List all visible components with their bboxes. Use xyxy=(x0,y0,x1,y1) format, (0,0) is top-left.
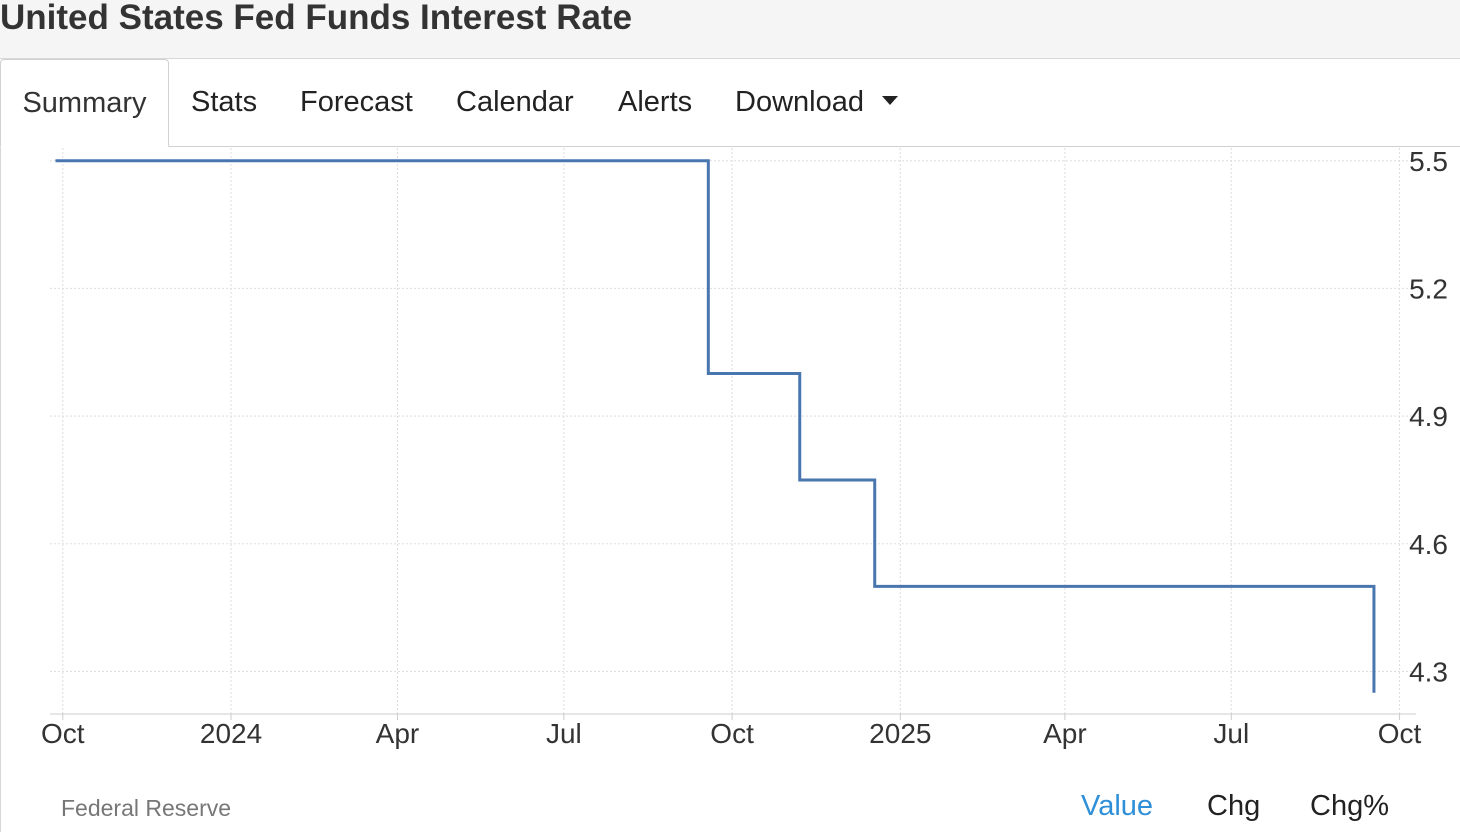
x-tick-label: Apr xyxy=(376,718,420,749)
x-tick-label: Apr xyxy=(1043,718,1087,749)
y-tick-label: 5.2 xyxy=(1409,273,1448,304)
tab-calendar[interactable]: Calendar xyxy=(456,86,574,118)
x-tick-label: Jul xyxy=(1213,718,1249,749)
tab-download[interactable]: Download xyxy=(735,59,898,146)
x-tick-label: 2025 xyxy=(869,718,931,749)
metric-value-toggle[interactable]: Value xyxy=(1081,790,1154,822)
tab-forecast[interactable]: Forecast xyxy=(300,86,413,118)
rate-chart: Oct 2024 Apr Jul Oct 2025 Apr Jul Oct 4.3 4.6 4.9 5.… xyxy=(41,146,1448,749)
metric-chg-pct-toggle[interactable]: Chg% xyxy=(1310,790,1389,822)
tab-download-label: Download xyxy=(735,86,864,118)
chart-panel xyxy=(0,147,1459,832)
tab-stats[interactable]: Stats xyxy=(191,86,258,118)
series-line xyxy=(55,159,1376,693)
page-title: United States Fed Funds Interest Rate xyxy=(0,0,633,37)
x-tick-label: Oct xyxy=(710,718,754,749)
tab-summary[interactable]: Summary xyxy=(0,59,169,147)
metric-chg-toggle[interactable]: Chg xyxy=(1207,790,1261,822)
x-tick-label: Oct xyxy=(41,718,85,749)
x-tick-label: 2024 xyxy=(200,718,262,749)
y-tick-label: 5.5 xyxy=(1409,146,1448,177)
y-tick-label: 4.9 xyxy=(1409,401,1448,432)
x-tick-label: Oct xyxy=(1378,718,1422,749)
tab-alerts[interactable]: Alerts xyxy=(618,86,693,118)
y-tick-label: 4.3 xyxy=(1409,656,1448,687)
x-tick-label: Jul xyxy=(546,718,582,749)
source-label: Federal Reserve xyxy=(61,795,232,821)
y-tick-label: 4.6 xyxy=(1409,529,1448,560)
caret-down-icon xyxy=(881,95,898,105)
title-bar: United States Fed Funds Interest Rate xyxy=(0,0,1460,59)
tab-bar: Summary Stats Forecast Calendar Alerts D… xyxy=(0,59,1460,147)
